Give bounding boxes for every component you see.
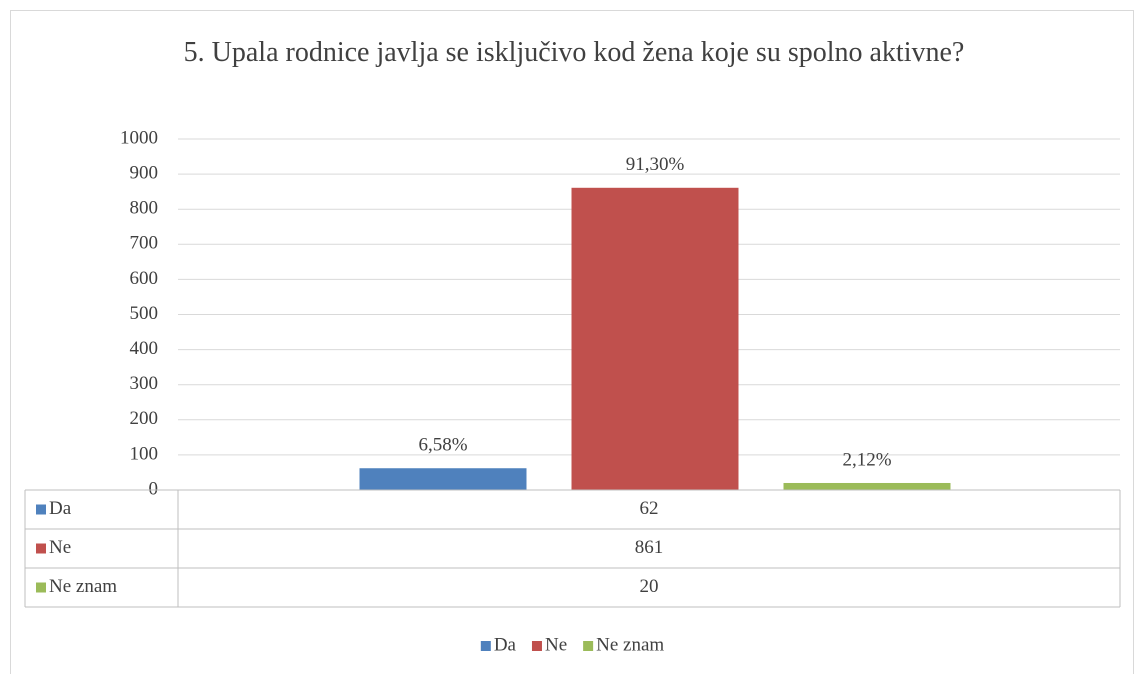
table-legend-key [36, 582, 46, 593]
table-row-label: Da [49, 498, 72, 519]
legend-label: Ne [545, 634, 567, 655]
table-cell: 62 [640, 498, 659, 519]
y-tick-label: 500 [130, 303, 159, 324]
y-tick-label: 400 [130, 338, 159, 359]
y-tick-label: 600 [130, 268, 159, 289]
y-tick-label: 700 [130, 233, 159, 254]
table-cell: 861 [635, 537, 664, 558]
table-row-label: Ne znam [49, 576, 117, 597]
data-label: 91,30% [626, 154, 685, 175]
bar [783, 482, 951, 490]
data-label: 2,12% [842, 449, 891, 470]
y-tick-label: 1000 [120, 127, 158, 148]
y-tick-label: 900 [130, 162, 159, 183]
bar [359, 468, 527, 490]
table-row-label: Ne [49, 537, 71, 558]
y-tick-label: 800 [130, 198, 159, 219]
table-legend-key [36, 543, 46, 554]
legend-label: Ne znam [596, 634, 664, 655]
table-legend-key [36, 504, 46, 515]
data-label: 6,58% [418, 435, 467, 456]
y-tick-label: 300 [130, 373, 159, 394]
legend-key [583, 641, 594, 651]
legend-key [531, 641, 542, 651]
legend-label: Da [494, 634, 517, 655]
chart-title: 5. Upala rodnice javlja se isključivo ko… [183, 37, 965, 68]
legend-key [480, 641, 491, 651]
y-tick-label: 200 [130, 408, 159, 429]
table-cell: 20 [640, 576, 659, 597]
chart-frame [10, 10, 1134, 674]
y-tick-label: 100 [130, 443, 159, 464]
y-tick-label: 0 [149, 478, 159, 499]
bar [571, 187, 739, 490]
